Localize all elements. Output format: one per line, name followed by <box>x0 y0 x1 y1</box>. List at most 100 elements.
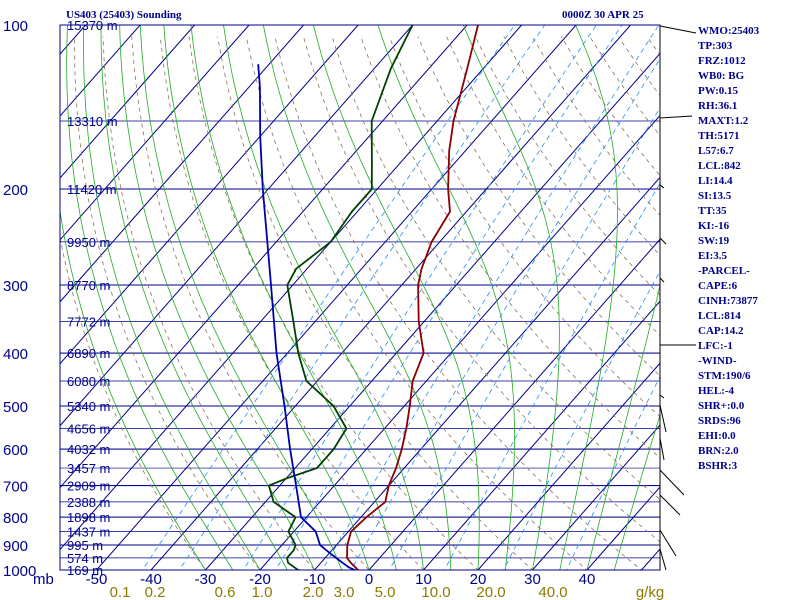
isotherm-line <box>532 424 660 570</box>
stability-index-item: RH:36.1 <box>698 100 738 112</box>
mixing-ratio-label: g/kg <box>636 584 664 600</box>
height-level-label: 6080 m <box>67 374 110 389</box>
dry-adiabat-line <box>446 36 660 336</box>
stability-index-item: SI:13.5 <box>698 190 732 202</box>
height-level-label: 2388 m <box>67 495 110 510</box>
wind-barb-icon <box>659 494 681 516</box>
pressure-tick-label: 700 <box>3 479 28 496</box>
dry-adiabat-line <box>474 36 660 296</box>
temperature-tick-label: -40 <box>140 571 162 588</box>
wind-barb-icon <box>659 529 677 557</box>
temperature-tick-label: 10 <box>415 571 432 588</box>
moist-adiabat-line <box>559 25 618 570</box>
moist-adiabat-line <box>223 25 424 570</box>
stability-index-item: EHI:0.0 <box>698 430 736 442</box>
moist-adiabat-line <box>313 25 480 570</box>
temperature-tick-label: -10 <box>304 571 326 588</box>
isotherm-line <box>60 25 522 551</box>
isotherm-line <box>477 362 660 570</box>
isotherm-line <box>60 25 468 489</box>
mixing-ratio-line <box>388 107 660 570</box>
pressure-tick-label: 100 <box>3 18 28 35</box>
isotherm-line <box>423 300 660 570</box>
dry-adiabat-line <box>217 36 534 570</box>
wind-barb-icon <box>659 404 667 433</box>
height-level-label: 4656 m <box>67 421 110 436</box>
stability-index-item: TT:35 <box>698 205 727 217</box>
moist-adiabat-line <box>462 25 560 570</box>
pressure-tick-label: 600 <box>3 442 28 459</box>
isotherm-line <box>60 25 195 179</box>
dry-adiabat-line <box>74 36 261 570</box>
stability-index-item: WMO:25403 <box>698 25 760 37</box>
dewpoint-line <box>267 25 414 570</box>
parcel-line <box>257 64 357 570</box>
pressure-unit-label: mb <box>33 571 54 588</box>
pressure-tick-label: 900 <box>3 538 28 555</box>
stability-index-item: L57:6.7 <box>698 145 734 157</box>
stability-index-item: BRN:2.0 <box>698 445 739 457</box>
pressure-tick-label: 200 <box>3 182 28 199</box>
isotherm-line <box>586 486 660 570</box>
mixing-ratio-label: 0.6 <box>215 584 236 600</box>
height-level-label: 1898 m <box>67 510 110 525</box>
mixing-ratio-line <box>242 25 597 570</box>
temperature-tick-label: 30 <box>524 571 541 588</box>
mixing-ratio-line <box>141 25 516 570</box>
height-level-label: 995 m <box>67 538 103 553</box>
mixing-ratio-label: 5.0 <box>375 584 396 600</box>
height-level-label: 2909 m <box>67 479 110 494</box>
isotherm-line <box>60 25 250 241</box>
height-level-label: 5340 m <box>67 399 110 414</box>
moist-adiabat-line <box>586 283 660 570</box>
temperature-tick-label: 20 <box>470 571 487 588</box>
wind-barb-icon <box>659 115 693 119</box>
mixing-ratio-line <box>350 58 660 570</box>
dry-adiabat-line <box>589 36 660 137</box>
isotherm-line <box>96 25 577 570</box>
wind-barb-icon <box>659 437 665 461</box>
isotherm-line <box>60 25 413 427</box>
mixing-ratio-line <box>444 182 660 570</box>
stability-index-item: FRZ:1012 <box>698 55 746 67</box>
stability-index-item: CINH:73877 <box>698 295 758 307</box>
temperature-tick-label: -30 <box>195 571 217 588</box>
isotherm-line <box>259 114 660 570</box>
stability-index-item: EI:3.5 <box>698 250 728 262</box>
wind-barb-icon <box>659 25 697 34</box>
stability-index-item: SRDS:96 <box>698 415 741 427</box>
mixing-ratio-line <box>566 375 660 570</box>
height-level-label: 6890 m <box>67 346 110 361</box>
mixing-ratio-label: 1.0 <box>252 584 273 600</box>
height-level-label: 1437 m <box>67 525 110 540</box>
height-level-label: 4032 m <box>67 442 110 457</box>
stability-index-item: MAXT:1.2 <box>698 115 749 127</box>
height-level-label: 169 m <box>67 563 103 578</box>
wind-barb-icon <box>659 277 665 283</box>
stability-index-item: LCL:842 <box>698 160 741 172</box>
mixing-ratio-line <box>321 25 660 570</box>
stability-index-item: BSHR:3 <box>698 460 738 472</box>
moist-adiabat-line <box>163 25 370 570</box>
pressure-tick-label: 500 <box>3 399 28 416</box>
height-level-label: 11420 m <box>67 182 117 197</box>
mixing-ratio-label: 0.2 <box>145 584 166 600</box>
temperature-line <box>346 25 479 570</box>
temperature-tick-label: 0 <box>365 571 373 588</box>
mixing-ratio-label: 0.1 <box>110 584 131 600</box>
dry-adiabat-line <box>159 36 425 570</box>
wind-barb-icon <box>659 184 665 189</box>
stability-index-item: LCL:814 <box>698 310 741 322</box>
dry-adiabat-line <box>274 36 643 570</box>
stability-index-item: CAPE:6 <box>698 280 738 292</box>
height-level-label: 7772 m <box>67 315 110 330</box>
stability-index-item: TP:303 <box>698 40 733 52</box>
pressure-tick-label: 300 <box>3 278 28 295</box>
isotherm-line <box>368 238 660 570</box>
chart-title: US403 (25403) Sounding <box>66 9 182 21</box>
dry-adiabat-line <box>360 36 660 459</box>
moist-adiabat-line <box>100 25 288 570</box>
stability-index-item: LFC:-1 <box>698 340 733 352</box>
height-level-label: 15370 m <box>67 18 118 33</box>
